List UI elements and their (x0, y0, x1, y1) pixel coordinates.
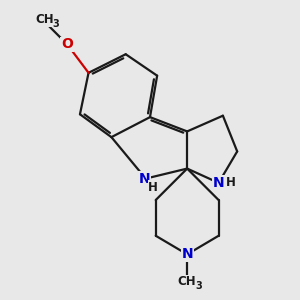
Text: 3: 3 (195, 281, 202, 291)
Text: N: N (213, 176, 224, 190)
Text: O: O (61, 37, 73, 51)
Text: N: N (139, 172, 150, 186)
Text: CH: CH (35, 14, 53, 26)
Text: H: H (226, 176, 236, 189)
Text: CH: CH (178, 275, 196, 288)
Text: H: H (148, 181, 158, 194)
Text: 3: 3 (52, 19, 59, 29)
Text: N: N (182, 247, 193, 261)
